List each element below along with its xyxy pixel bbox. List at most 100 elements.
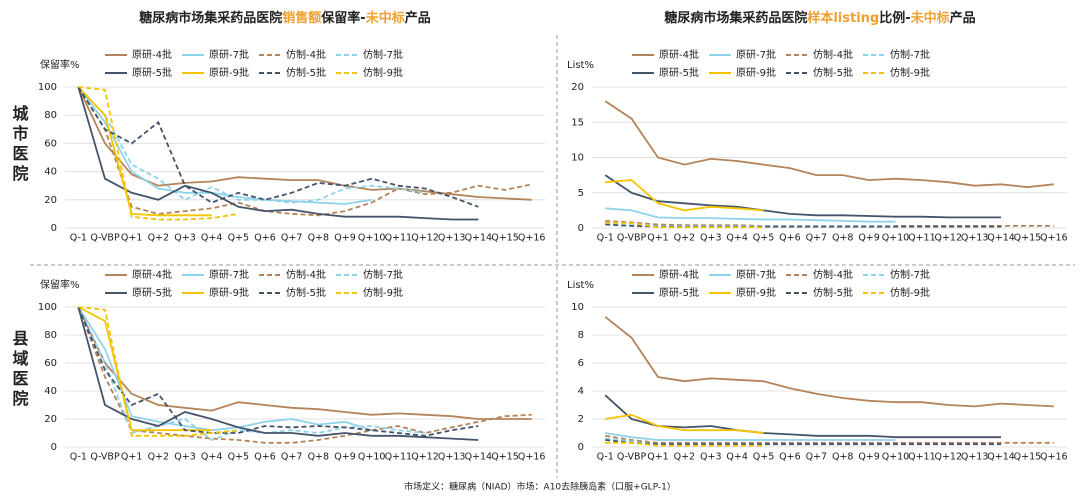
x-tick-label: Q-VBP — [90, 233, 120, 244]
x-tick-label: Q+11 — [385, 233, 413, 244]
series-line — [77, 86, 426, 204]
y-tick-label: 100 — [38, 82, 57, 93]
y-tick-label: 60 — [44, 358, 57, 369]
x-tick-label: Q+8 — [308, 452, 329, 463]
x-tick-label: Q+3 — [700, 233, 721, 244]
x-tick-label: Q+5 — [228, 452, 249, 463]
legend-label: 仿制-4批 — [813, 268, 853, 281]
legend-label: 仿制-7批 — [890, 48, 930, 61]
legend-label: 仿制-9批 — [890, 286, 930, 299]
legend-label: 原研-4批 — [659, 48, 699, 61]
x-tick-label: Q+12 — [934, 452, 962, 463]
legend-label: 原研-4批 — [132, 48, 172, 61]
series-line — [605, 432, 896, 441]
x-tick-label: Q-1 — [70, 233, 87, 244]
x-tick-label: Q+6 — [779, 452, 800, 463]
series-line — [77, 86, 532, 217]
chart-title: 糖尿病市场集采药品医院销售额保留率-未中标产品 — [139, 10, 430, 26]
series-line — [605, 221, 764, 229]
x-tick-label: Q+7 — [281, 452, 302, 463]
x-tick-label: Q+16 — [1040, 233, 1068, 244]
x-tick-label: Q+1 — [121, 233, 142, 244]
legend-label: 原研-4批 — [659, 268, 699, 281]
row-label: 县域医院 — [10, 330, 29, 410]
series-line — [605, 179, 764, 212]
x-tick-label: Q+1 — [647, 233, 668, 244]
legend-label: 原研-5批 — [659, 66, 699, 79]
series-line — [78, 306, 239, 437]
y-tick-label: 20 — [44, 414, 57, 425]
series-line — [77, 86, 372, 205]
x-tick-label: Q+11 — [385, 452, 413, 463]
legend-label: 原研-9批 — [736, 66, 776, 79]
x-tick-label: Q+16 — [1040, 452, 1068, 463]
x-tick-label: Q+3 — [700, 452, 721, 463]
series-line — [77, 86, 479, 208]
x-tick-label: Q+14 — [465, 452, 493, 463]
x-tick-label: Q+5 — [228, 233, 249, 244]
x-tick-label: Q+12 — [411, 452, 439, 463]
x-tick-label: Q+7 — [281, 233, 302, 244]
x-tick-label: Q+2 — [148, 452, 169, 463]
y-axis-label: 保留率% — [40, 58, 80, 71]
series-line — [604, 100, 1054, 189]
x-tick-label: Q+15 — [491, 233, 519, 244]
x-tick-label: Q-1 — [597, 452, 614, 463]
series-line — [605, 207, 896, 223]
chart-title: 糖尿病市场集采药品医院样本listing比例-未中标产品 — [664, 10, 975, 26]
y-tick-label: 60 — [44, 138, 57, 149]
series-line — [77, 306, 426, 442]
y-tick-label: 10 — [571, 153, 584, 164]
y-tick-label: 8 — [578, 330, 584, 341]
series-line — [77, 306, 372, 432]
legend-label: 原研-9批 — [209, 66, 249, 79]
legend-label: 仿制-5批 — [286, 286, 326, 299]
x-tick-label: Q+9 — [858, 452, 879, 463]
x-tick-label: Q+13 — [961, 233, 989, 244]
legend-label: 仿制-4批 — [813, 48, 853, 61]
x-tick-label: Q+12 — [934, 233, 962, 244]
y-tick-label: 0 — [578, 442, 584, 453]
y-axis-label: List% — [567, 60, 594, 71]
legend-label: 仿制-9批 — [890, 66, 930, 79]
x-tick-label: Q+2 — [148, 233, 169, 244]
title-segment: 糖尿病市场集采药品医院 — [664, 10, 807, 26]
y-tick-label: 5 — [578, 188, 584, 199]
legend-label: 仿制-7批 — [363, 268, 403, 281]
x-tick-label: Q+8 — [832, 452, 853, 463]
legend-label: 仿制-5批 — [813, 286, 853, 299]
series-line — [604, 394, 1001, 439]
legend-label: 原研-7批 — [209, 48, 249, 61]
x-tick-label: Q+14 — [987, 452, 1015, 463]
title-segment: 糖尿病市场集采药品医院 — [139, 10, 282, 26]
series-line — [77, 306, 532, 444]
y-tick-label: 80 — [44, 330, 57, 341]
title-segment: 未中标 — [365, 10, 405, 26]
x-tick-label: Q+13 — [438, 452, 466, 463]
x-tick-label: Q+2 — [674, 452, 695, 463]
series-line — [77, 86, 212, 217]
x-tick-label: Q-1 — [70, 452, 87, 463]
series-line — [605, 413, 764, 434]
x-tick-label: Q+15 — [491, 452, 519, 463]
legend-label: 原研-7批 — [736, 48, 776, 61]
y-tick-label: 40 — [44, 386, 57, 397]
row-label: 城市医院 — [10, 105, 29, 185]
x-tick-label: Q+10 — [358, 452, 386, 463]
legend-label: 仿制-5批 — [813, 66, 853, 79]
x-tick-label: Q+7 — [806, 233, 827, 244]
series-line — [604, 174, 1001, 219]
y-tick-label: 40 — [44, 167, 57, 178]
x-tick-label: Q-VBP — [90, 452, 120, 463]
x-tick-label: Q+16 — [518, 233, 546, 244]
x-tick-label: Q+4 — [201, 452, 222, 463]
series-line — [605, 434, 1054, 444]
x-tick-label: Q+8 — [832, 233, 853, 244]
legend-label: 原研-9批 — [209, 286, 249, 299]
title-segment: 保留率- — [320, 10, 365, 26]
x-tick-label: Q+10 — [882, 452, 910, 463]
series-line — [78, 86, 239, 221]
x-tick-label: Q+6 — [254, 233, 275, 244]
x-tick-label: Q+9 — [858, 233, 879, 244]
